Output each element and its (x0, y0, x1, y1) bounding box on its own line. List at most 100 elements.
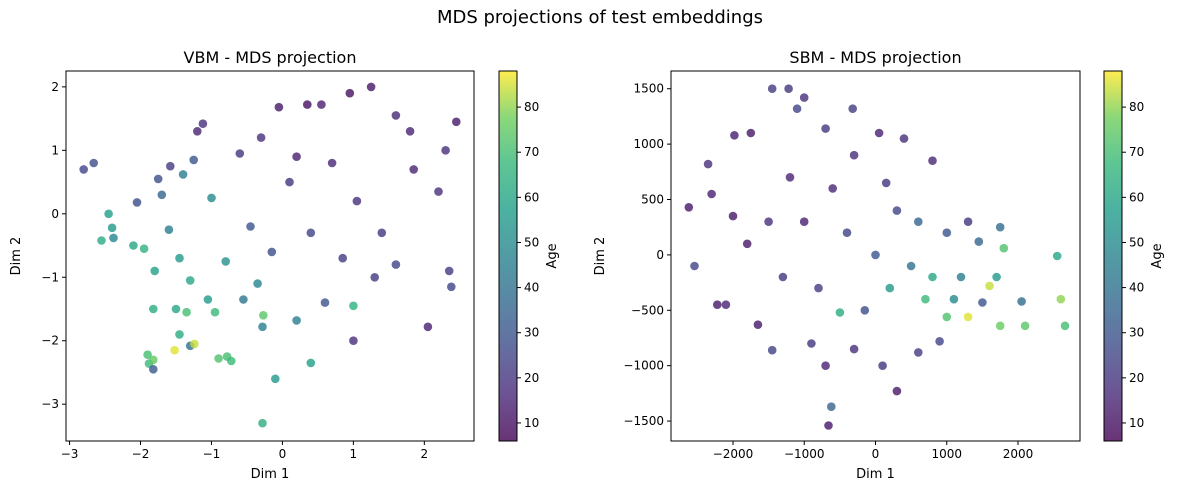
scatter-point (444, 266, 454, 276)
scatter-point (985, 281, 994, 291)
scatter-point (434, 187, 443, 196)
scatter-points (79, 82, 461, 428)
scatter-point (881, 178, 891, 188)
scatter-point (764, 217, 773, 226)
scatter-point (185, 276, 195, 285)
scatter-point (885, 283, 895, 293)
colorbar-tick-label: 40 (1129, 281, 1144, 295)
scatter-point (203, 295, 213, 304)
scatter-point (978, 298, 987, 307)
scatter-point (170, 345, 179, 355)
colorbar-tick-label: 20 (1129, 371, 1144, 385)
scatter-point (409, 165, 419, 174)
scatter-point (221, 257, 230, 266)
scatter-point (214, 354, 223, 363)
scatter-point (778, 272, 788, 282)
y-tick-label: −500 (631, 303, 664, 317)
scatter-point (157, 190, 167, 200)
scatter-point (1017, 297, 1026, 306)
scatter-point (730, 131, 739, 140)
scatter-point (132, 198, 142, 207)
colorbar-label: Age (1150, 243, 1165, 268)
scatter-point (317, 100, 326, 109)
scatter-point (104, 209, 113, 219)
scatter-point (921, 294, 930, 304)
scatter-point (785, 173, 795, 182)
scatter-point (447, 282, 456, 292)
y-tick-label: −3 (41, 397, 59, 411)
scatter-point (713, 300, 722, 310)
scatter-point (892, 206, 902, 215)
colorbar-tick-label: 60 (1129, 190, 1144, 204)
scatter-point (352, 196, 362, 206)
scatter-point (827, 402, 836, 412)
scatter-point (1056, 294, 1066, 304)
scatter-point (942, 312, 952, 322)
x-tick-label: 1000 (931, 447, 962, 461)
scatter-point (175, 253, 184, 263)
scatter-point (690, 261, 699, 271)
colorbar-tick-label: 80 (1129, 100, 1144, 114)
scatter-point (684, 203, 694, 212)
scatter-point (703, 159, 713, 169)
y-tick-label: 0 (656, 248, 664, 262)
scatter-point (963, 312, 973, 322)
scatter-point (89, 158, 98, 168)
scatter-point (452, 117, 461, 127)
scatter-point (166, 161, 175, 171)
y-axis-label: Dim 2 (593, 237, 608, 276)
y-tick-label: −2 (41, 334, 59, 348)
colorbar-tick-label: 40 (524, 281, 539, 295)
scatter-point (345, 88, 355, 98)
scatter-point (792, 104, 802, 113)
y-axis-label: Dim 2 (9, 237, 24, 276)
scatter-point (239, 295, 248, 304)
x-tick-label: 0 (279, 447, 287, 461)
scatter-point (899, 134, 909, 143)
scatter-point (327, 158, 337, 168)
scatter-point (143, 350, 152, 360)
scatter-point (707, 189, 716, 199)
scatter-point (129, 241, 138, 250)
scatter-point (956, 272, 966, 282)
scatter-point (256, 133, 266, 142)
scatter-point (171, 304, 181, 314)
colorbar-gradient (1104, 71, 1122, 441)
scatter-point (79, 165, 88, 174)
scatter-point (285, 177, 294, 187)
scatter-point (914, 217, 923, 226)
scatter-point (995, 321, 1005, 331)
x-tick-label: 1 (350, 447, 358, 461)
colorbar-tick-label: 60 (524, 190, 539, 204)
scatter-point (767, 345, 777, 355)
x-tick-label: 2000 (1003, 447, 1034, 461)
scatter-point (842, 228, 852, 237)
scatter-point (391, 260, 401, 269)
scatter-point (149, 355, 158, 365)
colorbar-tick-label: 20 (524, 371, 539, 385)
y-tick-label: 1000 (633, 137, 664, 151)
x-tick-label: −3 (61, 447, 79, 461)
scatter-point (210, 307, 220, 317)
scatter-point (746, 128, 756, 138)
scatter-point (149, 304, 158, 314)
y-tick-label: 500 (641, 193, 664, 207)
scatter-point (292, 316, 301, 325)
scatter-point (906, 261, 916, 271)
y-tick-label: 1 (51, 143, 59, 157)
scatter-point (259, 311, 268, 320)
chart-panel-sbm: SBM - MDS projection −2000 −1000 0 1000 2000 −… (593, 48, 1165, 482)
scatter-point (807, 339, 816, 348)
colorbar-tick-label: 30 (524, 326, 539, 340)
scatter-point (963, 217, 973, 226)
chart-panel-vbm: VBM - MDS projection −3 −2 −1 0 1 2 −3 −2 −1 0 1 2 Di… (9, 48, 560, 482)
scatter-point (860, 306, 870, 315)
scatter-point (742, 239, 752, 249)
colorbar-tick-label: 10 (524, 416, 539, 430)
scatter-point (150, 266, 159, 276)
scatter-point (107, 223, 117, 233)
y-tick-label: −1500 (623, 414, 664, 428)
scatter-point (207, 193, 216, 203)
colorbar-tick-label: 70 (524, 145, 539, 159)
